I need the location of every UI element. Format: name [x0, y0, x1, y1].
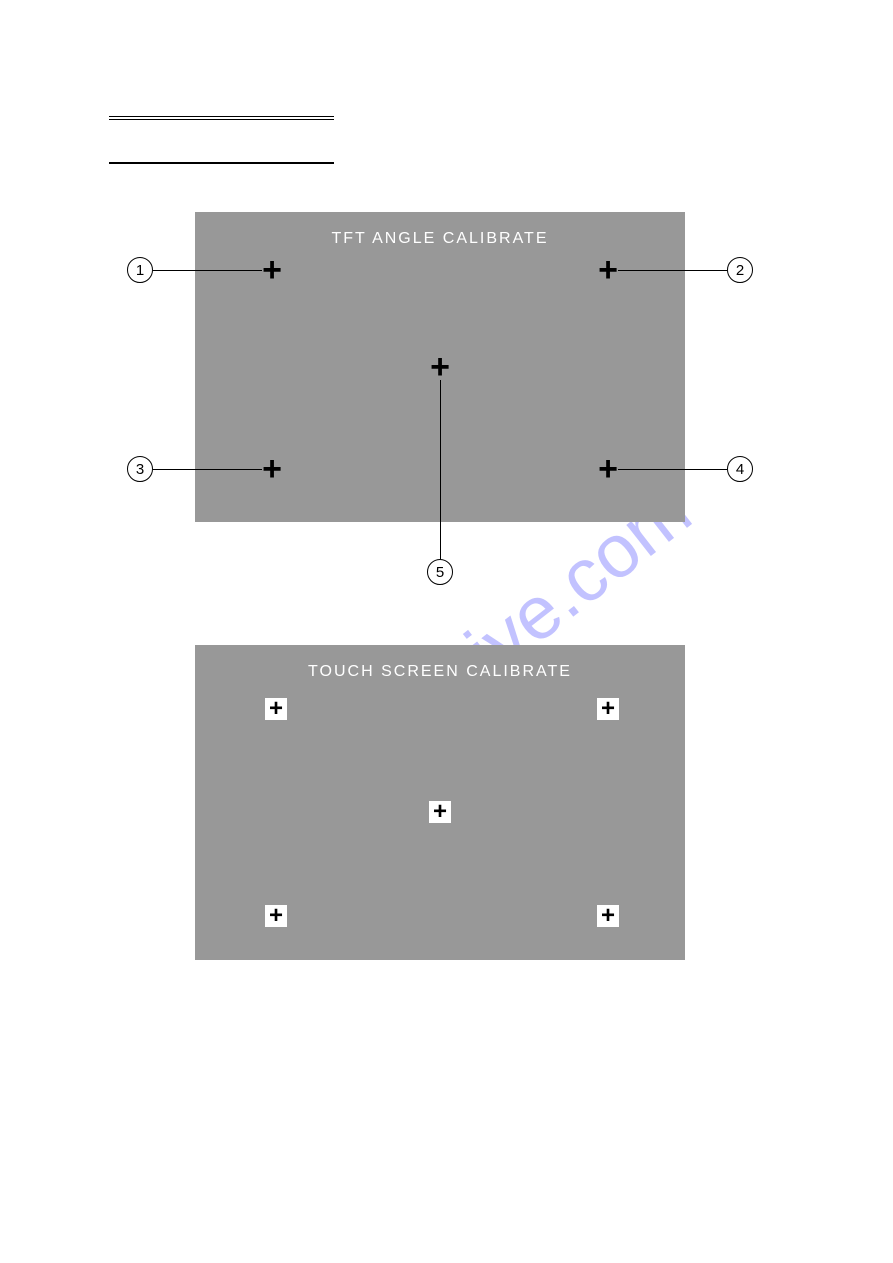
callout-number: 1: [136, 262, 144, 279]
callout-label-1: 1: [127, 257, 153, 283]
subheading-rule: [109, 162, 334, 164]
cross-icon: +: [601, 697, 615, 721]
callout-number: 4: [736, 461, 744, 478]
touch-calibrate-point-center: +: [429, 801, 451, 823]
callout-line-2: [618, 270, 727, 271]
touch-calibrate-point-tr: +: [597, 698, 619, 720]
cross-icon: +: [433, 800, 447, 824]
callout-label-3: 3: [127, 456, 153, 482]
cross-icon: +: [269, 697, 283, 721]
callout-line-1: [153, 270, 262, 271]
calibrate-point-2: +: [598, 253, 618, 287]
callout-line-4: [618, 469, 727, 470]
touch-calibrate-point-br: +: [597, 905, 619, 927]
touch-calibrate-point-tl: +: [265, 698, 287, 720]
callout-number: 5: [436, 564, 444, 581]
cross-icon: +: [601, 904, 615, 928]
callout-label-4: 4: [727, 456, 753, 482]
calibrate-point-1: +: [262, 253, 282, 287]
heading-rule-double: [109, 116, 334, 120]
callout-label-2: 2: [727, 257, 753, 283]
cross-icon: +: [269, 904, 283, 928]
document-page: manualshive.com TFT ANGLE CALIBRATE + + …: [0, 0, 893, 1263]
touch-calibrate-point-bl: +: [265, 905, 287, 927]
calibrate-point-3: +: [262, 452, 282, 486]
callout-label-5: 5: [427, 559, 453, 585]
calibrate-point-5: +: [430, 350, 450, 384]
callout-number: 3: [136, 461, 144, 478]
figure1-title: TFT ANGLE CALIBRATE: [195, 230, 685, 248]
calibrate-point-4: +: [598, 452, 618, 486]
callout-line-3: [153, 469, 262, 470]
figure2-title: TOUCH SCREEN CALIBRATE: [195, 663, 685, 681]
callout-line-5: [440, 380, 441, 559]
callout-number: 2: [736, 262, 744, 279]
